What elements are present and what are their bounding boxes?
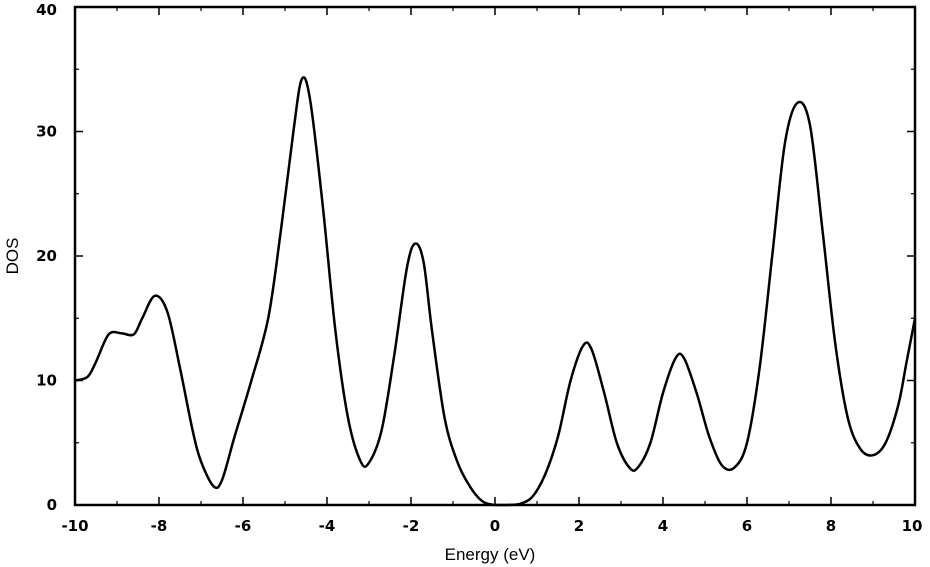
x-tick-label: -10 [61, 517, 88, 535]
x-tick-label: -4 [319, 517, 336, 535]
x-tick-label: -2 [403, 517, 420, 535]
x-tick-label: -6 [235, 517, 252, 535]
y-tick-label: 30 [36, 123, 57, 141]
y-tick-label: 40 [36, 1, 57, 19]
dos-curve [74, 76, 917, 507]
ticks: -10 -8 -6 -4 -2 0 2 4 6 8 10 0 10 20 30 40 [36, 1, 922, 535]
x-tick-label: 10 [902, 517, 923, 535]
x-tick-label: 4 [658, 517, 668, 535]
x-tick-label: 8 [826, 517, 836, 535]
x-tick-label: 0 [490, 517, 500, 535]
y-axis-label: DOS [3, 238, 22, 275]
plot-frame [73, 5, 917, 507]
y-tick-label: 10 [36, 372, 57, 390]
x-tick-label: -8 [151, 517, 168, 535]
y-tick-label: 20 [36, 247, 57, 265]
x-tick-label: 2 [574, 517, 584, 535]
y-tick-label: 0 [47, 496, 57, 514]
x-axis-label: Energy (eV) [445, 545, 536, 564]
x-tick-label: 6 [742, 517, 752, 535]
